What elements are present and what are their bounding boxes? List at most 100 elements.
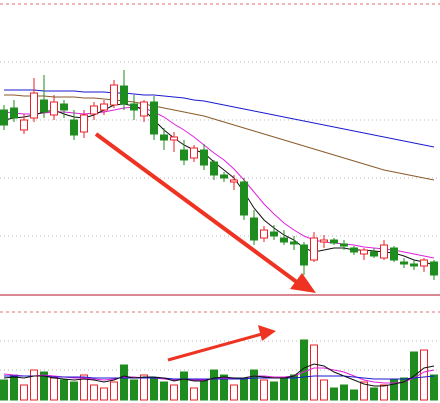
- volume-bar: [80, 374, 88, 401]
- candle-body: [370, 251, 378, 257]
- volume-bar: [430, 374, 438, 401]
- volume-bar: [370, 387, 378, 401]
- volume-bar: [220, 374, 228, 401]
- volume-bar: [240, 377, 248, 401]
- candle-body: [420, 259, 428, 267]
- candle-body: [310, 237, 318, 261]
- volume-bar: [420, 349, 428, 401]
- arrow-head: [290, 273, 316, 293]
- candle-body: [60, 103, 68, 111]
- volume-bar: [380, 384, 388, 401]
- volume-bar: [180, 371, 188, 401]
- candle-body: [230, 179, 238, 183]
- volume-bar: [110, 381, 118, 401]
- volume-bar: [200, 379, 208, 401]
- volume-bar: [10, 374, 18, 401]
- volume-bar: [250, 369, 258, 401]
- moving-average-line: [4, 94, 435, 181]
- volume-bar: [130, 379, 138, 401]
- candle-body: [190, 147, 198, 159]
- candle-body: [30, 92, 38, 119]
- arrow-line: [167, 332, 263, 362]
- volume-bar: [260, 379, 268, 401]
- candle-body: [340, 243, 348, 247]
- candle-body: [400, 261, 408, 265]
- moving-average-line: [3, 103, 435, 266]
- candle-body: [140, 101, 148, 117]
- candle-body: [430, 261, 438, 276]
- volume-bar: [400, 377, 408, 401]
- candle-body: [150, 101, 158, 135]
- candle-body: [170, 136, 178, 141]
- candle-body: [100, 103, 108, 111]
- candle-body: [200, 149, 208, 166]
- candle-body: [90, 105, 98, 115]
- arrow-head: [258, 325, 276, 341]
- candle-body: [380, 244, 388, 259]
- volume-bar: [280, 377, 288, 401]
- volume-bar: [290, 374, 298, 401]
- annotation-arrows: [94, 132, 316, 362]
- candle-body: [110, 84, 118, 106]
- volume-bar: [160, 381, 168, 401]
- candle-body: [0, 109, 8, 126]
- volume-bar: [350, 389, 358, 401]
- volume-average-line: [3, 363, 435, 387]
- volume-bar: [150, 377, 158, 401]
- volume-bar: [30, 369, 38, 401]
- candle-body: [40, 99, 48, 113]
- volume-bar: [40, 371, 48, 401]
- candle-body: [210, 161, 218, 176]
- volume-bar: [230, 384, 238, 401]
- candle-body: [360, 249, 368, 255]
- candle-body: [240, 181, 248, 216]
- plot-area: [0, 70, 438, 401]
- candle-body: [130, 103, 138, 111]
- candle-body: [120, 85, 128, 105]
- candle-body: [160, 134, 168, 141]
- moving-average-line: [4, 89, 435, 148]
- volume-bar: [330, 387, 338, 401]
- arrow-line: [94, 132, 300, 285]
- candle-body: [350, 247, 358, 253]
- volume-bar: [320, 379, 328, 401]
- candle-body: [180, 149, 188, 161]
- candle-body: [330, 239, 338, 244]
- candle-body: [290, 241, 298, 245]
- moving-average-line: [3, 106, 435, 259]
- volume-bar: [50, 377, 58, 401]
- candle-body: [50, 101, 58, 116]
- volume-bar: [270, 381, 278, 401]
- volume-bar: [340, 384, 348, 401]
- volume-bar: [390, 379, 398, 401]
- volume-bar: [360, 381, 368, 401]
- candle-body: [390, 247, 398, 261]
- volume-bar: [310, 344, 318, 401]
- volume-bar: [20, 384, 28, 401]
- candle-body: [410, 263, 418, 267]
- candle-body: [280, 237, 288, 243]
- volume-bar: [190, 387, 198, 401]
- volume-bar: [120, 364, 128, 401]
- volume-bar: [70, 381, 78, 401]
- volume-average-line: [4, 375, 435, 380]
- volume-bar: [140, 374, 148, 401]
- candle-body: [320, 239, 328, 243]
- volume-bar: [90, 384, 98, 401]
- volume-bar: [210, 369, 218, 401]
- candle-body: [300, 244, 308, 266]
- candle-body: [80, 114, 88, 133]
- volume-bar: [0, 379, 8, 401]
- volume-bar: [170, 384, 178, 401]
- candle-body: [20, 119, 28, 131]
- candle-body: [270, 231, 278, 237]
- candle-body: [10, 107, 18, 119]
- candle-body: [220, 174, 228, 179]
- volume-bar: [60, 379, 68, 401]
- candle-body: [260, 229, 268, 239]
- volume-bar: [300, 339, 308, 401]
- candle-body: [70, 119, 78, 136]
- volume-bar: [100, 387, 108, 401]
- candle-body: [250, 217, 258, 241]
